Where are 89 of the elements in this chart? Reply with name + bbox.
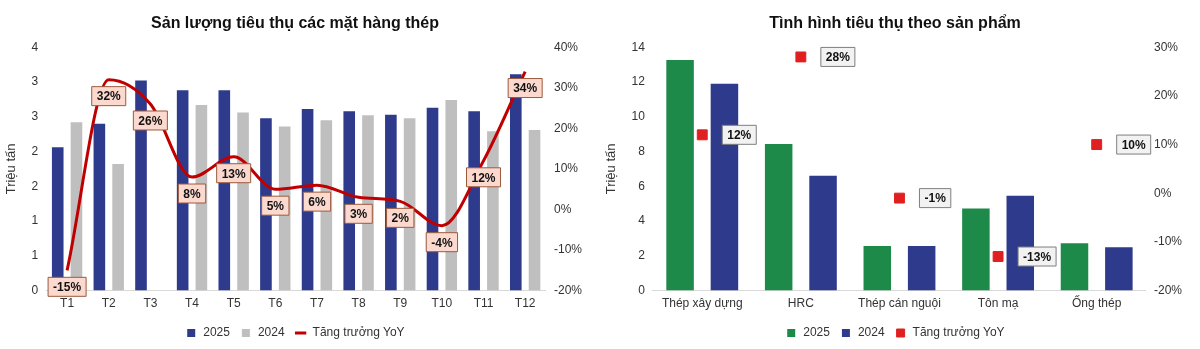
x-tick-label: T6 (268, 296, 283, 311)
data-label: 26% (138, 113, 163, 128)
y2-tick-label: 0% (1153, 185, 1172, 200)
data-label: 10% (1121, 137, 1147, 152)
legend-label: Tăng trưởng YoY (312, 325, 405, 340)
point (696, 129, 708, 141)
data-label: 34% (513, 81, 538, 96)
point (992, 251, 1004, 262)
data-label: -13% (1023, 249, 1052, 264)
y2-tick-label: -20% (553, 282, 583, 297)
legend-label: 2024 (857, 325, 885, 340)
y2-tick-label: 30% (553, 80, 579, 95)
y-tick-label: 4 (31, 39, 39, 54)
y2-tick-label: 30% (1153, 39, 1179, 54)
x-tick-label: HRC (787, 296, 815, 311)
x-tick-label: T5 (226, 296, 241, 311)
data-label: 8% (183, 186, 202, 201)
bar (666, 59, 694, 291)
bar (907, 246, 936, 291)
x-tick-label: T9 (393, 296, 408, 311)
y-tick-label: 1 (31, 248, 39, 263)
y-tick-label: 14 (631, 39, 646, 54)
bar (528, 129, 541, 291)
y-tick-label: 2 (31, 178, 39, 193)
y-axis-title: Triệu tấn (603, 143, 619, 195)
legend-label: 2025 (803, 325, 831, 340)
x-tick-label: T1 (60, 296, 75, 311)
chart-title: Sản lượng tiêu thụ các mặt hàng thép (151, 14, 440, 32)
y-tick-label: 6 (638, 178, 646, 193)
data-label: 3% (349, 207, 368, 222)
y-tick-label: 3 (31, 74, 39, 89)
bar (764, 144, 793, 291)
bar (809, 175, 837, 291)
y2-tick-label: 20% (1153, 88, 1179, 103)
x-tick-label: T4 (185, 296, 200, 311)
legend-label: 2024 (257, 325, 285, 340)
x-tick-label: Tôn mạ (977, 296, 1019, 311)
point (894, 192, 905, 204)
x-tick-label: T2 (101, 296, 117, 311)
y-axis-title: Triệu tấn (3, 143, 19, 195)
bar (1105, 247, 1133, 291)
x-tick-label: T10 (431, 296, 453, 311)
y2-tick-label: 0% (553, 201, 572, 216)
y-tick-label: 3 (31, 109, 39, 124)
y-tick-label: 0 (31, 282, 39, 297)
y-tick-label: 2 (638, 248, 646, 263)
y-tick-label: 10 (631, 109, 646, 124)
y-tick-label: 8 (638, 143, 646, 158)
y-tick-label: 4 (638, 213, 646, 228)
y2-tick-label: -10% (553, 242, 583, 257)
y2-tick-label: 10% (553, 161, 579, 176)
y-tick-label: 0 (638, 282, 646, 297)
y2-tick-label: 20% (553, 120, 579, 135)
data-label: 32% (96, 89, 122, 104)
x-tick-label: T11 (473, 296, 494, 311)
data-label: 12% (471, 170, 496, 185)
data-label: 5% (266, 199, 285, 213)
x-tick-label: Thép cán nguội (858, 296, 941, 311)
point (795, 51, 807, 63)
bar (1060, 243, 1089, 291)
y-tick-label: 2 (31, 143, 39, 158)
x-tick-label: T8 (351, 296, 366, 311)
bar (93, 123, 106, 291)
legend-label: Tăng trưởng YoY (912, 325, 1005, 340)
data-label: 28% (825, 50, 851, 65)
data-label: 6% (308, 194, 326, 209)
y-tick-label: 12 (631, 74, 646, 89)
data-label: -1% (924, 191, 947, 206)
x-tick-label: T7 (309, 296, 325, 311)
legend-label: 2025 (203, 325, 231, 340)
point (1091, 139, 1103, 151)
y2-tick-label: 40% (553, 39, 579, 54)
y2-tick-label: -20% (1153, 282, 1183, 297)
data-label: -4% (431, 235, 453, 250)
chart-title: Tình hình tiêu thụ theo sản phẩm (769, 14, 1021, 32)
x-tick-label: T3 (143, 296, 158, 311)
data-label: 13% (221, 166, 246, 181)
x-tick-label: T12 (514, 296, 536, 311)
y2-tick-label: 10% (1153, 136, 1179, 151)
data-label: -15% (53, 280, 82, 295)
data-label: 2% (391, 211, 410, 226)
bar (112, 164, 124, 291)
x-tick-label: Thép xây dựng (661, 296, 743, 311)
bar (962, 208, 990, 291)
y2-tick-label: -10% (1153, 234, 1183, 249)
x-tick-label: Ống thép (1071, 295, 1122, 311)
data-label: 12% (727, 128, 752, 143)
bar (863, 246, 892, 291)
y-tick-label: 1 (31, 213, 39, 228)
